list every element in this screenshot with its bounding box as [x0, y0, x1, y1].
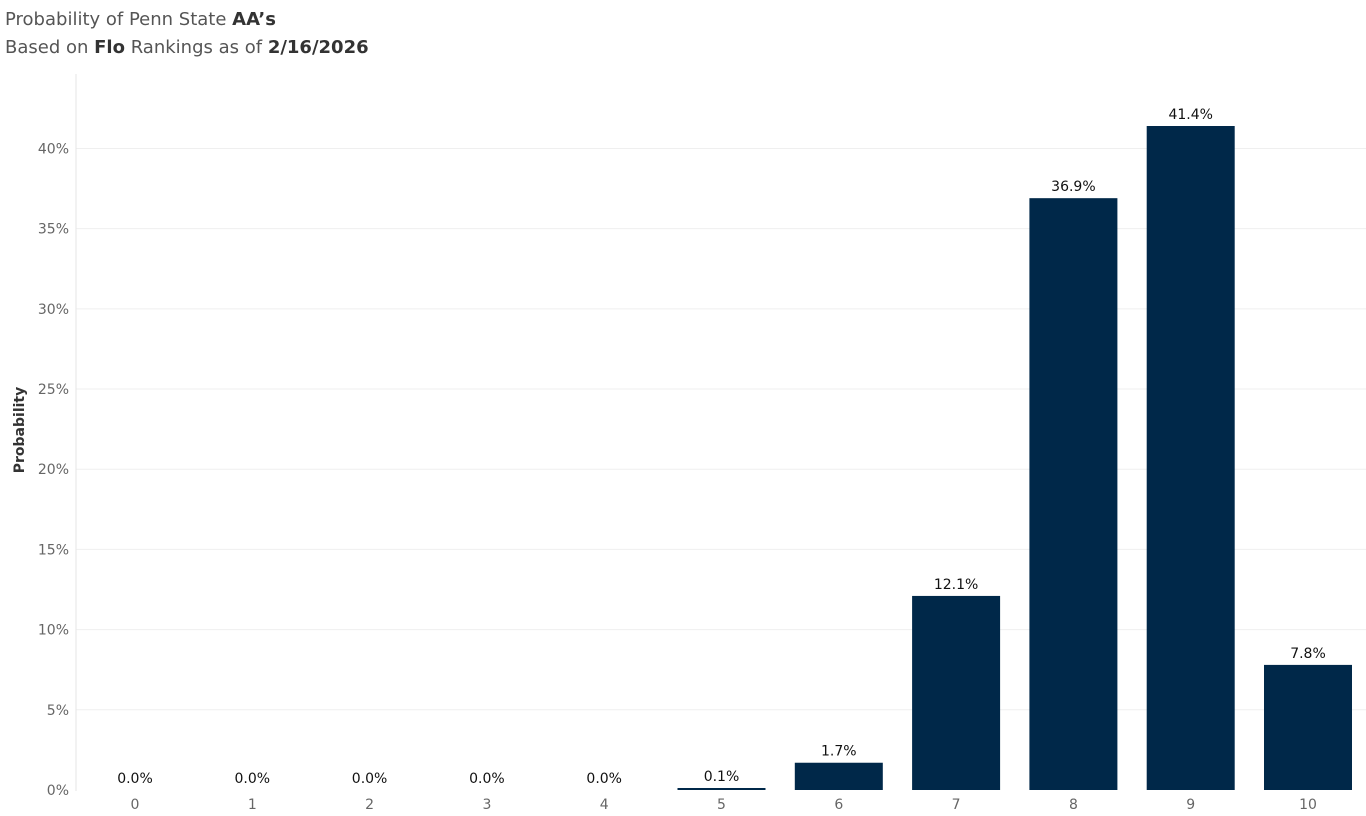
data-label-0: 0.0% [117, 771, 153, 787]
x-tick-label-6: 6 [834, 797, 843, 813]
data-label-3: 0.0% [469, 771, 505, 787]
x-tick-label-7: 7 [952, 797, 961, 813]
data-label-2: 0.0% [352, 771, 388, 787]
chart-subtitle-middle: Rankings as of [124, 37, 268, 58]
chart-title-prefix: Probability of Penn State [5, 9, 233, 30]
x-tick-label-4: 4 [600, 797, 609, 813]
bar-9 [1146, 126, 1235, 790]
y-tick-label: 30% [38, 302, 69, 318]
bars [677, 126, 1352, 790]
x-tick-label-9: 9 [1186, 797, 1195, 813]
data-label-1: 0.0% [235, 771, 271, 787]
data-labels: 0.0% 0.0% 0.0% 0.0% 0.0% 0.1% 1.7% 12.1% 36.9% 41… [117, 107, 1326, 787]
y-tick-label: 10% [38, 623, 69, 639]
data-label-4: 0.0% [586, 771, 622, 787]
y-axis-ticks: 0% 5% 10% 15% 20% 25% 30% 35% 40% [38, 141, 69, 799]
y-tick-label: 5% [47, 703, 69, 719]
bar-8 [1029, 198, 1118, 790]
x-tick-label-3: 3 [482, 797, 491, 813]
y-tick-label: 35% [38, 222, 69, 238]
x-tick-label-5: 5 [717, 797, 726, 813]
bar-7 [912, 595, 1001, 790]
x-axis-ticks: 0 1 2 3 4 5 6 7 8 9 10 [131, 797, 1317, 813]
data-label-9: 41.4% [1168, 107, 1212, 123]
chart-subtitle-date: 2/16/2026 [267, 37, 369, 58]
data-label-10: 7.8% [1290, 646, 1326, 662]
y-tick-label: 25% [38, 382, 69, 398]
chart-subtitle-prefix: Based on [5, 37, 95, 58]
bar-6 [794, 762, 883, 790]
x-tick-label-8: 8 [1069, 797, 1078, 813]
chart-title: Probability of Penn State AA’s [5, 6, 369, 34]
y-axis-title: Probability [12, 387, 28, 474]
chart-header: Probability of Penn State AA’s Based on … [5, 6, 369, 62]
data-label-8: 36.9% [1051, 179, 1095, 195]
y-tick-label: 15% [38, 542, 69, 558]
y-tick-label: 0% [47, 783, 69, 799]
chart-subtitle-source: Flo [94, 37, 125, 58]
x-tick-label-1: 1 [248, 797, 257, 813]
chart-title-bold: AA’s [232, 9, 276, 30]
y-tick-label: 20% [38, 462, 69, 478]
data-label-5: 0.1% [704, 769, 740, 785]
y-tick-label: 40% [38, 141, 69, 157]
x-tick-label-0: 0 [131, 797, 140, 813]
bar-10 [1264, 664, 1352, 790]
data-label-6: 1.7% [821, 744, 857, 760]
x-tick-label-2: 2 [365, 797, 374, 813]
data-label-7: 12.1% [934, 577, 978, 593]
x-tick-label-10: 10 [1299, 797, 1317, 813]
bar-5 [677, 788, 766, 790]
chart-subtitle: Based on Flo Rankings as of 2/16/2026 [5, 34, 369, 62]
